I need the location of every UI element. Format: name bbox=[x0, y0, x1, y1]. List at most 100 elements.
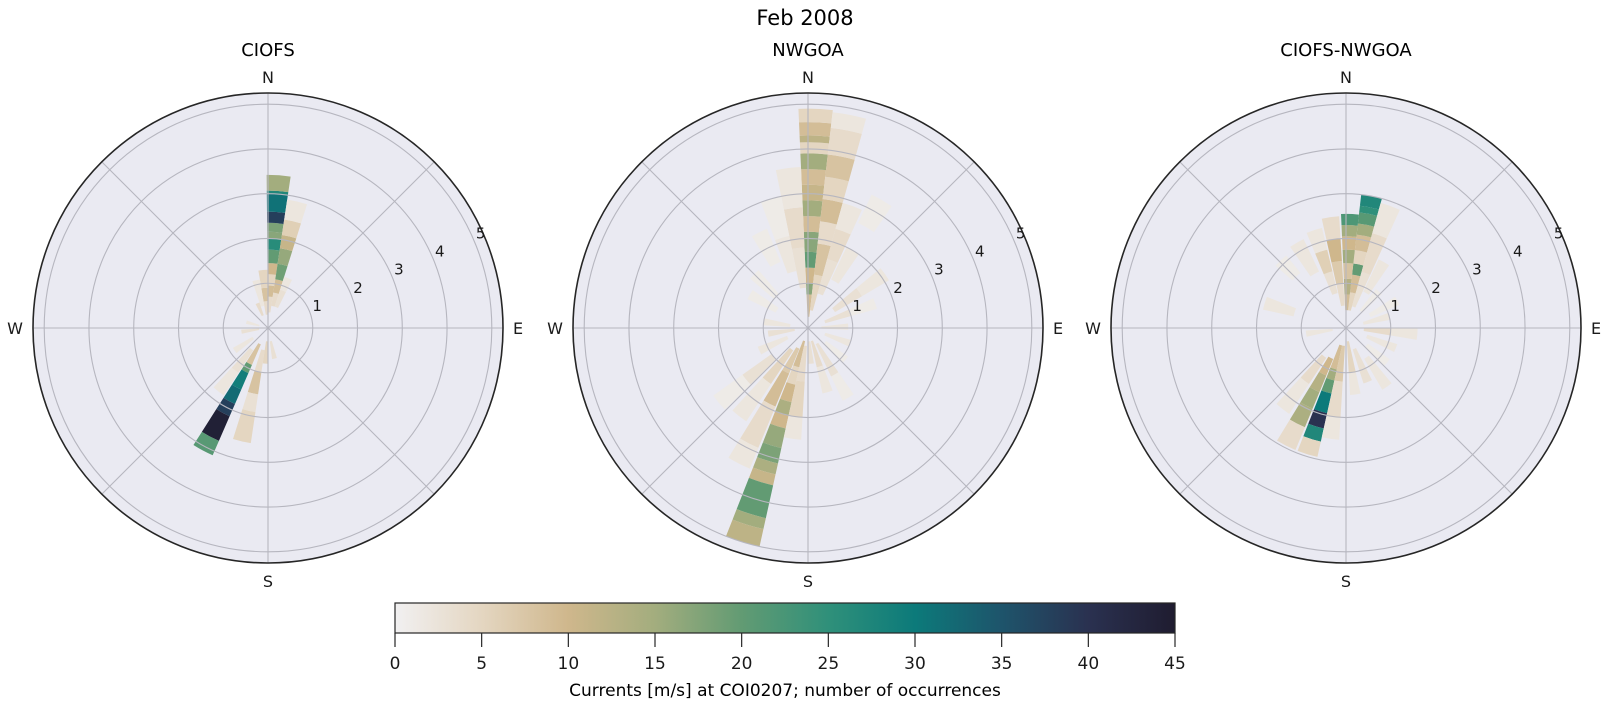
bar-segment bbox=[1351, 271, 1371, 308]
bar-segment bbox=[1341, 213, 1359, 226]
outer-circle bbox=[32, 92, 504, 564]
bar-segment bbox=[728, 438, 759, 469]
bar-segment bbox=[775, 398, 792, 416]
bar-segment bbox=[1356, 223, 1375, 238]
bar-segment bbox=[798, 108, 833, 124]
radial-tick-label: 3 bbox=[394, 261, 404, 279]
bar-segment bbox=[799, 135, 830, 144]
bar-segment bbox=[1314, 390, 1332, 414]
bar-segment bbox=[830, 112, 867, 134]
grid-spoke bbox=[1345, 327, 1513, 495]
bar-segment bbox=[793, 340, 806, 368]
bar-segment bbox=[783, 415, 803, 440]
compass-label-n: N bbox=[1340, 68, 1352, 87]
bar-segment bbox=[284, 199, 308, 224]
bar-segment bbox=[1366, 334, 1398, 352]
bar-segment bbox=[760, 196, 790, 240]
colorbar-gradient-rect bbox=[394, 602, 1176, 634]
bar-segment bbox=[267, 238, 282, 251]
bar-segment bbox=[261, 287, 268, 302]
bar-segment bbox=[1352, 263, 1364, 277]
radial-tick-label: 4 bbox=[1513, 243, 1523, 261]
bar-segment bbox=[742, 353, 777, 385]
bar-segment bbox=[817, 258, 838, 296]
bar-segment bbox=[201, 409, 230, 441]
bar-segment bbox=[1390, 328, 1418, 340]
grid-spoke bbox=[101, 161, 269, 329]
bar-segment bbox=[1357, 212, 1378, 227]
radial-tick-label: 2 bbox=[893, 279, 903, 297]
colorbar-tick-label: 15 bbox=[644, 654, 666, 674]
bar-segment bbox=[266, 193, 288, 213]
bar-segment bbox=[824, 332, 852, 347]
colorbar: 0 5 10 15 20 25 30 35 40 45 bbox=[390, 602, 1186, 674]
bar-segment bbox=[803, 231, 819, 253]
bar-segment bbox=[763, 369, 790, 407]
grid-spoke bbox=[267, 161, 435, 329]
radial-tick-label: 5 bbox=[1554, 224, 1564, 242]
bar-segment bbox=[1348, 292, 1356, 311]
grid-spoke bbox=[807, 327, 975, 495]
bar-segment bbox=[1361, 233, 1387, 276]
bar-segment bbox=[788, 380, 805, 418]
grid-spoke bbox=[1179, 327, 1347, 495]
polar-grid bbox=[33, 93, 503, 563]
bar-segment bbox=[267, 249, 280, 264]
bar-segment bbox=[835, 202, 862, 235]
bar-segment bbox=[1353, 250, 1367, 266]
bar-segment bbox=[1346, 341, 1356, 373]
bar-segment bbox=[274, 289, 286, 308]
bar-segment bbox=[827, 228, 851, 263]
compass-label-s: S bbox=[803, 572, 813, 591]
bar-segment bbox=[271, 292, 279, 307]
bar-segment bbox=[763, 318, 791, 327]
radial-tick-label: 3 bbox=[934, 261, 944, 279]
bar-segment bbox=[1372, 202, 1400, 239]
bar-segment bbox=[267, 285, 275, 298]
bar-segment bbox=[1309, 371, 1327, 393]
bar-segment bbox=[801, 169, 826, 186]
bar-segment bbox=[1341, 225, 1358, 237]
bar-segment bbox=[233, 409, 256, 444]
bar-segment bbox=[267, 263, 278, 275]
bar-segment bbox=[1315, 249, 1333, 275]
bar-segment bbox=[1331, 260, 1344, 285]
radial-tick-label: 1 bbox=[312, 297, 322, 315]
bar-segment bbox=[799, 122, 832, 137]
bar-segment bbox=[1321, 377, 1335, 394]
colorbar-tick-label: 20 bbox=[731, 654, 753, 674]
bar-segment bbox=[1363, 259, 1390, 295]
bar-segment bbox=[832, 288, 862, 313]
bar-segment bbox=[827, 127, 862, 160]
bar-segment bbox=[266, 174, 291, 193]
grid-spoke bbox=[101, 327, 269, 495]
bar-segment bbox=[242, 392, 259, 413]
bar-segment bbox=[1290, 239, 1320, 277]
bar-segment bbox=[804, 251, 817, 268]
bar-segment bbox=[241, 328, 260, 334]
bar-segment bbox=[1364, 355, 1392, 390]
bar-segment bbox=[1303, 423, 1324, 442]
bar-segment bbox=[252, 279, 265, 307]
compass-label-n: N bbox=[262, 68, 274, 87]
colorbar-tick-label: 25 bbox=[818, 654, 840, 674]
bar-segment bbox=[275, 263, 288, 282]
bar-segment bbox=[732, 509, 766, 530]
grid-spoke bbox=[641, 327, 809, 495]
bar-segment bbox=[831, 247, 859, 284]
bar-segment bbox=[1362, 313, 1391, 325]
bar-segment bbox=[822, 176, 849, 203]
bar-segment bbox=[775, 235, 797, 274]
outer-circle bbox=[1110, 92, 1582, 564]
colorbar-label: Currents [m/s] at COI0207; number of occ… bbox=[569, 681, 1001, 701]
bar-segment bbox=[1352, 348, 1372, 384]
bar-segment bbox=[770, 411, 789, 429]
subplot-title-nwgoa: NWGOA bbox=[772, 40, 844, 61]
bar-segment bbox=[1300, 387, 1320, 409]
bar-segment bbox=[231, 369, 249, 390]
bar-segment bbox=[266, 211, 286, 224]
polar-grid bbox=[573, 93, 1043, 563]
radial-tick-label: 2 bbox=[353, 279, 363, 297]
colorbar-tick-label: 30 bbox=[904, 654, 926, 674]
